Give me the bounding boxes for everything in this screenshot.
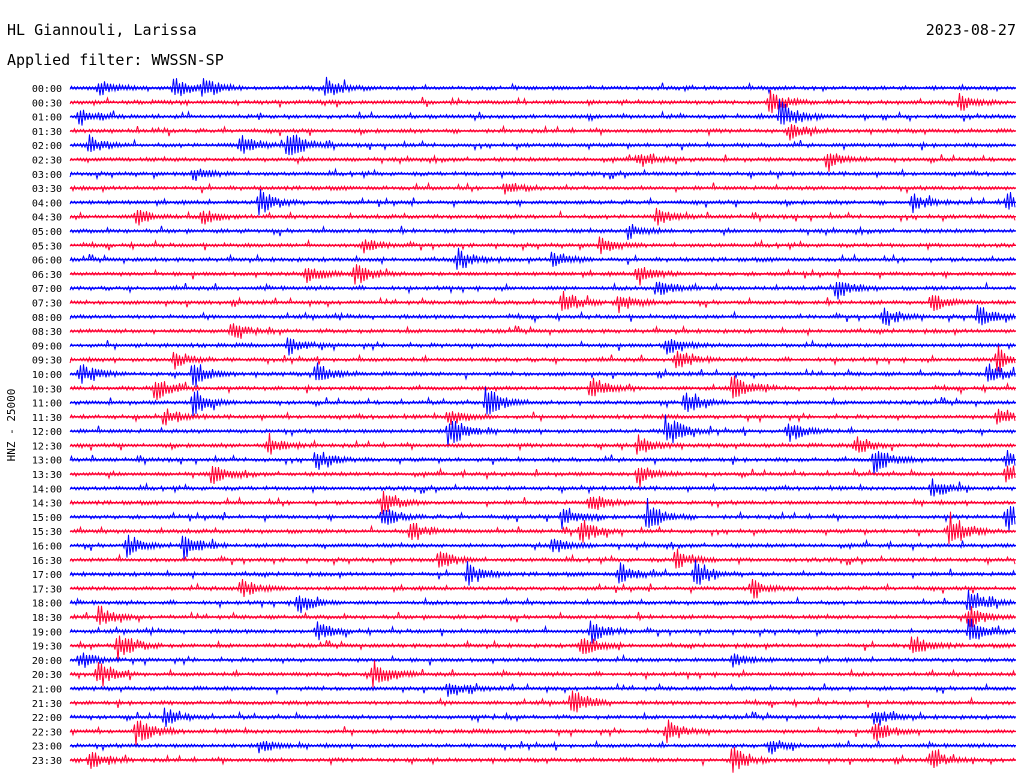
row-time-label: 10:30 bbox=[32, 384, 62, 395]
seismogram-trace-row bbox=[69, 386, 1016, 417]
row-time-label: 00:00 bbox=[32, 84, 62, 95]
seismogram-trace-row bbox=[69, 747, 1016, 773]
row-time-label: 07:00 bbox=[32, 284, 62, 295]
seismogram-trace-row bbox=[69, 559, 1016, 586]
seismogram-trace-row bbox=[69, 224, 1016, 240]
seismogram-trace-row bbox=[69, 153, 1016, 172]
seismogram-trace-row bbox=[69, 134, 1016, 156]
seismogram-trace-row bbox=[69, 76, 1016, 97]
seismogram-trace-row bbox=[69, 635, 1016, 662]
row-time-label: 08:00 bbox=[32, 313, 62, 324]
seismogram-trace-row bbox=[69, 408, 1016, 426]
seismogram-trace-row bbox=[69, 739, 1016, 755]
seismogram-trace-row bbox=[69, 207, 1016, 226]
seismogram-trace-row bbox=[69, 690, 1016, 713]
row-time-label: 05:30 bbox=[32, 241, 62, 252]
seismogram-trace-row bbox=[69, 304, 1016, 326]
row-time-label: 16:30 bbox=[32, 556, 62, 567]
row-time-label: 03:30 bbox=[32, 184, 62, 195]
seismogram-trace-row bbox=[69, 534, 1016, 560]
row-time-label: 03:00 bbox=[32, 170, 62, 181]
row-time-label: 23:30 bbox=[32, 756, 62, 767]
row-time-label: 05:00 bbox=[32, 227, 62, 238]
seismogram-trace-row bbox=[69, 236, 1016, 255]
seismogram-trace-row bbox=[69, 497, 1016, 532]
row-time-label: 06:30 bbox=[32, 270, 62, 281]
row-time-label: 12:30 bbox=[32, 441, 62, 452]
row-time-label: 04:00 bbox=[32, 198, 62, 209]
channel-scale-label: HNZ - 25000 bbox=[5, 389, 18, 462]
row-time-label: 13:30 bbox=[32, 470, 62, 481]
row-time-label: 20:30 bbox=[32, 670, 62, 681]
seismogram-trace-row bbox=[69, 719, 1016, 747]
seismogram-trace-row bbox=[69, 323, 1016, 339]
seismogram-trace-row bbox=[69, 362, 1016, 387]
row-time-label: 01:30 bbox=[32, 127, 62, 138]
seismogram-trace-row bbox=[69, 478, 1016, 497]
seismogram-trace-row bbox=[69, 124, 1016, 141]
row-time-label: 22:30 bbox=[32, 727, 62, 738]
row-time-label: 22:00 bbox=[32, 713, 62, 724]
row-time-label: 04:30 bbox=[32, 213, 62, 224]
row-time-label: 14:30 bbox=[32, 499, 62, 510]
seismogram-trace-row bbox=[69, 589, 1016, 614]
record-date: 2023-08-27 bbox=[926, 21, 1016, 39]
row-time-label: 15:30 bbox=[32, 527, 62, 538]
row-time-label: 20:00 bbox=[32, 656, 62, 667]
seismogram-trace-row bbox=[69, 247, 1016, 270]
row-time-label: 09:30 bbox=[32, 356, 62, 367]
row-time-label: 12:00 bbox=[32, 427, 62, 438]
seismogram-trace-row bbox=[69, 181, 1016, 195]
row-time-label: 10:00 bbox=[32, 370, 62, 381]
row-time-label: 14:00 bbox=[32, 484, 62, 495]
row-time-label: 08:30 bbox=[32, 327, 62, 338]
filter-label: Applied filter: WWSSN-SP bbox=[7, 51, 224, 69]
station-title: HL Giannouli, Larissa bbox=[7, 21, 197, 39]
seismogram-trace-row bbox=[69, 281, 1016, 300]
row-time-label: 17:30 bbox=[32, 584, 62, 595]
row-time-label: 00:30 bbox=[32, 98, 62, 109]
seismogram-trace-row bbox=[69, 337, 1016, 356]
row-time-label: 07:30 bbox=[32, 298, 62, 309]
seismogram-trace-row bbox=[69, 99, 1016, 126]
seismogram-trace-row bbox=[69, 90, 1016, 114]
seismogram-trace-row bbox=[69, 605, 1016, 628]
row-time-label: 09:00 bbox=[32, 341, 62, 352]
row-time-label: 19:30 bbox=[32, 642, 62, 653]
row-time-label: 18:30 bbox=[32, 613, 62, 624]
seismogram-trace-row bbox=[69, 264, 1016, 286]
seismogram-trace-row bbox=[69, 432, 1016, 455]
row-time-label: 19:00 bbox=[32, 627, 62, 638]
row-time-label: 02:00 bbox=[32, 141, 62, 152]
seismogram-trace-row bbox=[69, 414, 1016, 448]
seismogram-trace-row bbox=[69, 682, 1016, 697]
row-time-label: 16:00 bbox=[32, 542, 62, 553]
seismogram-trace-row bbox=[69, 652, 1016, 668]
row-time-label: 01:00 bbox=[32, 113, 62, 124]
seismogram-trace-row bbox=[69, 511, 1016, 545]
row-time-label: 21:30 bbox=[32, 699, 62, 710]
seismogram-trace-row bbox=[69, 548, 1016, 569]
row-time-label: 11:30 bbox=[32, 413, 62, 424]
seismogram-trace-row bbox=[69, 618, 1016, 644]
seismogram-trace-row bbox=[69, 449, 1016, 475]
row-time-label: 15:00 bbox=[32, 513, 62, 524]
row-time-label: 18:00 bbox=[32, 599, 62, 610]
row-time-label: 02:30 bbox=[32, 155, 62, 166]
row-time-label: 23:00 bbox=[32, 742, 62, 753]
row-time-label: 06:00 bbox=[32, 256, 62, 267]
row-time-label: 21:00 bbox=[32, 685, 62, 696]
seismogram-trace-row bbox=[69, 167, 1016, 181]
row-time-label: 13:00 bbox=[32, 456, 62, 467]
seismogram-trace-row bbox=[69, 465, 1016, 488]
seismogram-traces bbox=[69, 76, 1016, 773]
row-time-label: 17:00 bbox=[32, 570, 62, 581]
time-labels: 00:00 00:30 01:00 01:30 02:00 02:30 03:00 03:30… bbox=[32, 84, 62, 767]
row-time-label: 11:00 bbox=[32, 399, 62, 410]
seismogram-trace-row bbox=[69, 345, 1016, 372]
seismogram-trace-row bbox=[69, 490, 1016, 515]
seismogram-trace-row bbox=[69, 660, 1016, 688]
